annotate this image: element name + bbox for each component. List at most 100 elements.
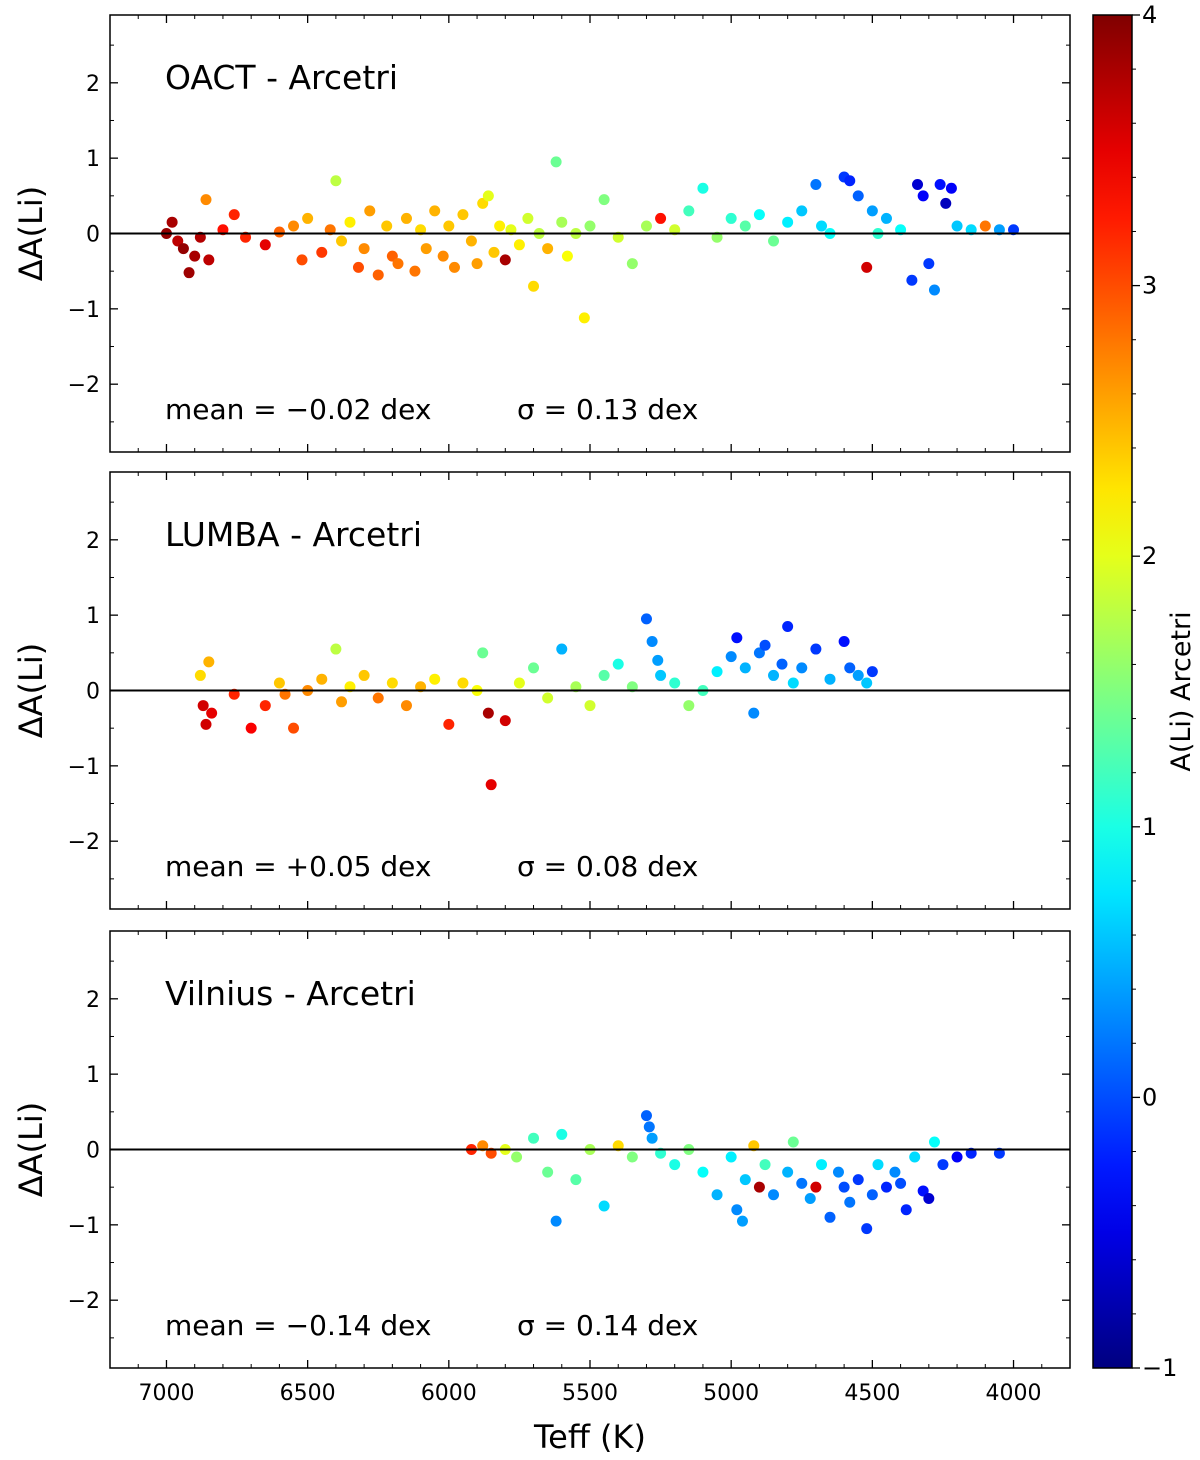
data-point (844, 175, 856, 187)
data-point (183, 267, 195, 279)
data-point (344, 681, 356, 693)
data-point (372, 269, 384, 281)
data-point (279, 688, 291, 700)
data-point (753, 1181, 765, 1193)
data-point (895, 1177, 907, 1189)
data-point (465, 235, 477, 247)
data-point (993, 224, 1005, 236)
data-point (259, 700, 271, 712)
x-tick-label: 5500 (562, 1381, 618, 1406)
data-point (626, 258, 638, 270)
scatter-points (465, 1110, 1005, 1235)
data-point (646, 1132, 658, 1144)
data-point (824, 1211, 836, 1223)
y-tick-label: 2 (86, 72, 100, 97)
data-point (852, 1174, 864, 1186)
data-point (528, 1132, 540, 1144)
data-point (844, 1196, 856, 1208)
data-point (866, 666, 878, 678)
panels-layer: −2 −1 0 1 2 ΔA(Li) OACT - Arcetri mean = −0.02 … (12, 14, 1071, 1369)
data-point (782, 216, 794, 228)
data-point (753, 647, 765, 659)
colorbar-title: A(Li) Arcetri (1166, 611, 1197, 771)
data-point (725, 212, 737, 224)
data-point (542, 692, 554, 704)
data-point (640, 220, 652, 232)
y-axis-title: ΔA(Li) (12, 186, 50, 281)
data-point (324, 224, 336, 236)
data-point (906, 274, 918, 286)
data-point (889, 1166, 901, 1178)
y-tick-label: −2 (68, 373, 100, 398)
data-point (499, 254, 511, 266)
y-tick-label: −1 (68, 755, 100, 780)
x-tick-label: 4500 (844, 1381, 900, 1406)
data-point (528, 280, 540, 292)
data-point (1008, 224, 1020, 236)
data-point (200, 194, 212, 206)
data-point (217, 224, 229, 236)
data-point (482, 707, 494, 719)
data-point (296, 254, 308, 266)
data-point (844, 662, 856, 674)
stats-mean: mean = −0.02 dex (165, 393, 431, 426)
colorbar-tick-label: 2 (1142, 542, 1157, 570)
data-point (457, 209, 469, 221)
data-point (372, 692, 384, 704)
data-point (782, 1166, 794, 1178)
data-point (513, 239, 525, 251)
data-point (443, 718, 455, 730)
colorbar-tick-label: 0 (1142, 1083, 1157, 1111)
data-point (643, 1121, 655, 1133)
data-point (753, 209, 765, 221)
data-point (352, 261, 364, 273)
data-point (499, 715, 511, 727)
data-point (330, 643, 342, 655)
data-point (711, 231, 723, 243)
data-point (917, 1185, 929, 1197)
data-point (866, 205, 878, 217)
data-point (429, 205, 441, 217)
data-point (965, 1147, 977, 1159)
data-point (166, 216, 178, 228)
colorbar-strip (1092, 14, 1133, 1369)
data-point (804, 1192, 816, 1204)
data-point (415, 224, 427, 236)
data-point (626, 1151, 638, 1163)
data-point (776, 658, 788, 670)
data-point (194, 231, 206, 243)
data-point (652, 654, 664, 666)
data-point (669, 224, 681, 236)
data-point (358, 669, 370, 681)
data-point (386, 250, 398, 262)
data-point (505, 224, 517, 236)
data-point (731, 1204, 743, 1216)
data-point (838, 636, 850, 648)
y-tick-label: 1 (86, 1063, 100, 1088)
data-point (782, 620, 794, 632)
data-point (245, 722, 257, 734)
data-point (928, 284, 940, 296)
data-point (655, 669, 667, 681)
data-point (923, 258, 935, 270)
data-point (448, 261, 460, 273)
data-point (810, 179, 822, 191)
data-point (872, 1159, 884, 1171)
panel-title: LUMBA - Arcetri (165, 515, 422, 554)
y-tick-label: 1 (86, 147, 100, 172)
data-point (880, 1181, 892, 1193)
x-tick-label: 5000 (703, 1381, 759, 1406)
panel-2: −2 −1 0 1 2 ΔA(Li) LUMBA - Arcetri mean = +0.05… (12, 471, 1071, 910)
data-point (725, 1151, 737, 1163)
data-point (197, 700, 209, 712)
data-point (584, 700, 596, 712)
y-tick-label: 2 (86, 988, 100, 1013)
data-point (796, 662, 808, 674)
x-tick-label: 7000 (138, 1381, 194, 1406)
data-point (477, 1140, 489, 1152)
data-point (528, 662, 540, 674)
y-tick-label: 2 (86, 529, 100, 554)
data-point (739, 220, 751, 232)
data-point (400, 212, 412, 224)
